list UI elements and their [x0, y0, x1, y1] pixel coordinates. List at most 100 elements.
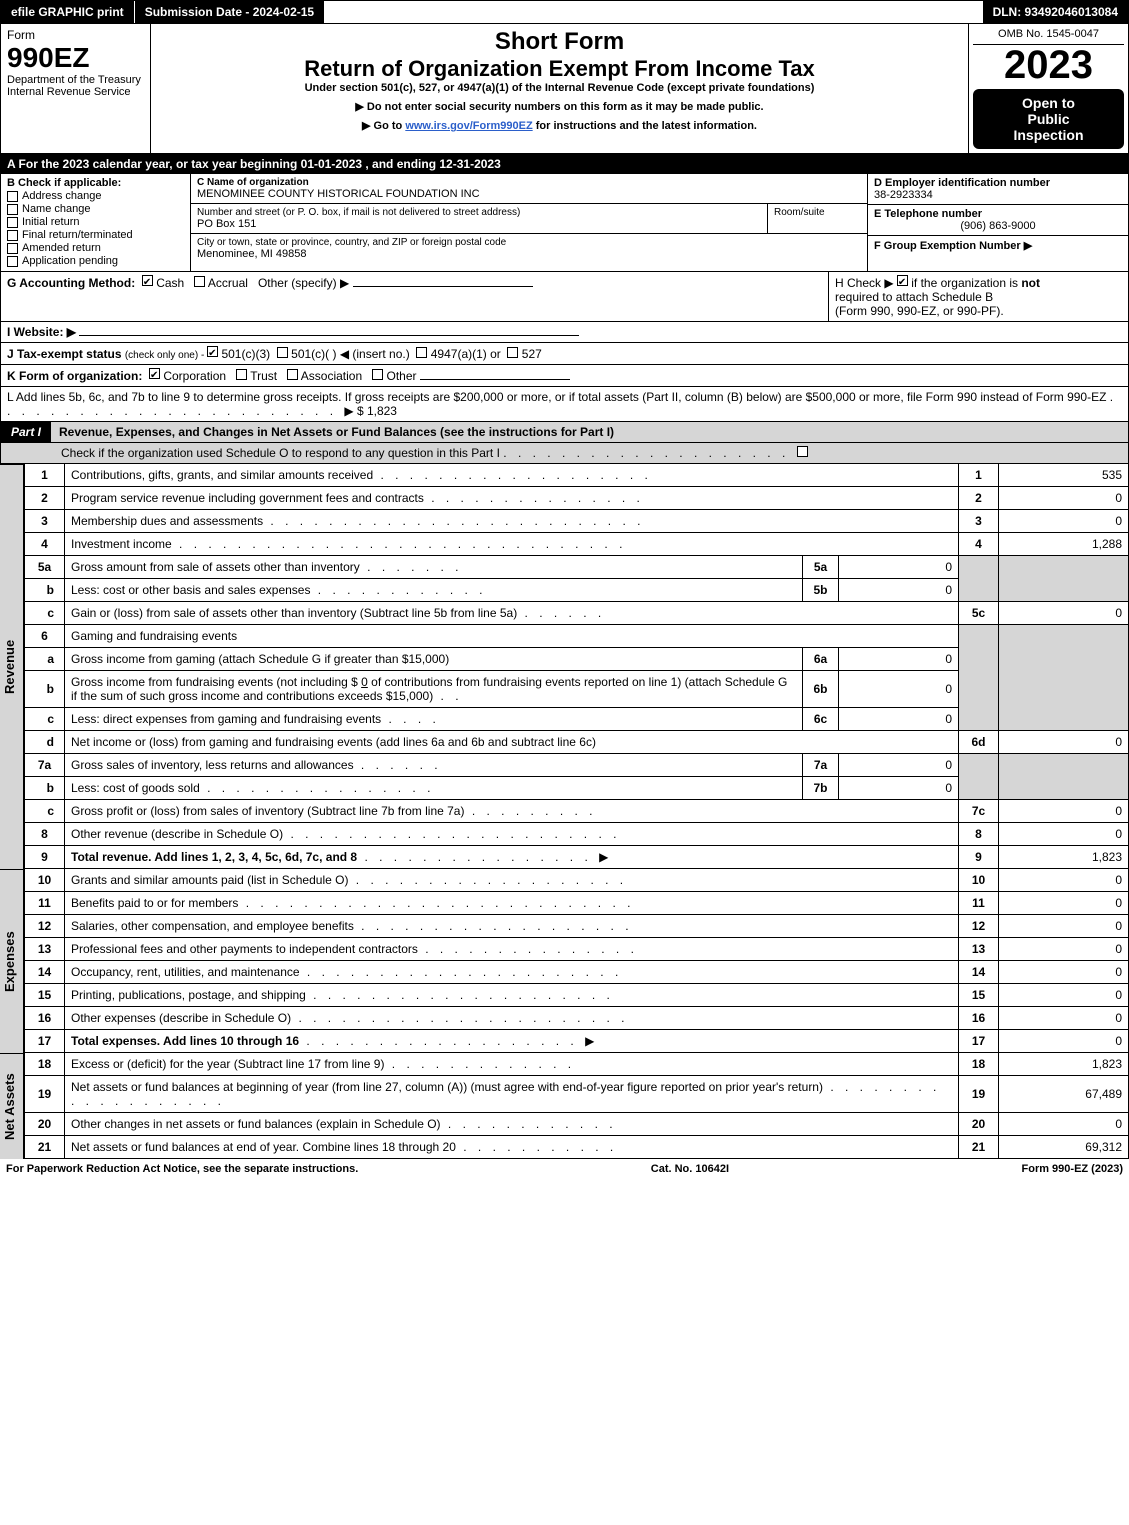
- cb-h[interactable]: [897, 275, 908, 286]
- g-other-input[interactable]: [353, 286, 533, 287]
- line-11: 11 Benefits paid to or for members . . .…: [25, 892, 1129, 915]
- j-o2: 501(c)( ) ◀ (insert no.): [291, 347, 410, 361]
- line-id: 10: [959, 869, 999, 892]
- line-desc: Gross amount from sale of assets other t…: [71, 560, 360, 574]
- footer-right: Form 990-EZ (2023): [1022, 1163, 1123, 1175]
- g-accrual: Accrual: [208, 276, 248, 290]
- cb-amended-return[interactable]: [7, 243, 18, 254]
- form-number: 990EZ: [7, 42, 144, 74]
- part1-title: Revenue, Expenses, and Changes in Net As…: [51, 422, 1128, 442]
- tax-year: 2023: [973, 45, 1124, 85]
- line-num: 2: [25, 487, 65, 510]
- cb-label: Amended return: [22, 242, 101, 254]
- j-o3: 4947(a)(1) or: [431, 347, 501, 361]
- cb-501c[interactable]: [277, 347, 288, 358]
- line-num: 7a: [25, 754, 65, 777]
- sub-id: 7b: [803, 777, 839, 800]
- sub-amt: 0: [839, 777, 959, 800]
- cb-address-change[interactable]: [7, 191, 18, 202]
- c-name-label: C Name of organization: [197, 177, 861, 188]
- line-num: 12: [25, 915, 65, 938]
- cb-trust[interactable]: [236, 369, 247, 380]
- cb-other[interactable]: [372, 369, 383, 380]
- cb-application-pending[interactable]: [7, 256, 18, 267]
- line-9: 9 Total revenue. Add lines 1, 2, 3, 4, 5…: [25, 846, 1129, 869]
- cb-501c3[interactable]: [207, 346, 218, 357]
- cb-corporation[interactable]: [149, 368, 160, 379]
- revenue-section: Revenue 1 Contributions, gifts, grants, …: [0, 464, 1129, 869]
- line-amt: 0: [999, 1007, 1129, 1030]
- submission-date-button[interactable]: Submission Date - 2024-02-15: [135, 1, 325, 23]
- line-amt: 0: [999, 892, 1129, 915]
- line-15: 15 Printing, publications, postage, and …: [25, 984, 1129, 1007]
- line-20: 20 Other changes in net assets or fund b…: [25, 1113, 1129, 1136]
- section-a: A For the 2023 calendar year, or tax yea…: [0, 154, 1129, 174]
- k-other-input[interactable]: [420, 379, 570, 380]
- line-desc: Salaries, other compensation, and employ…: [71, 919, 354, 933]
- open-public-badge: Open to Public Inspection: [973, 89, 1124, 149]
- line-amt: 1,823: [999, 846, 1129, 869]
- note2-pre: ▶ Go to: [362, 120, 405, 132]
- line-num: 4: [25, 533, 65, 556]
- line-id: 19: [959, 1076, 999, 1113]
- line-2: 2 Program service revenue including gove…: [25, 487, 1129, 510]
- line-3: 3 Membership dues and assessments . . . …: [25, 510, 1129, 533]
- line-desc: Less: cost of goods sold: [71, 781, 200, 795]
- k-o3: Association: [301, 369, 362, 383]
- line-19: 19 Net assets or fund balances at beginn…: [25, 1076, 1129, 1113]
- cb-label: Application pending: [22, 255, 118, 267]
- line-id: 16: [959, 1007, 999, 1030]
- line-desc: Professional fees and other payments to …: [71, 942, 418, 956]
- expenses-section: Expenses 10 Grants and similar amounts p…: [0, 869, 1129, 1053]
- open-line3: Inspection: [977, 127, 1120, 143]
- line-6b-val: 0: [361, 675, 368, 689]
- line-desc: Contributions, gifts, grants, and simila…: [71, 468, 373, 482]
- cb-cash[interactable]: [142, 275, 153, 286]
- l-text: L Add lines 5b, 6c, and 7b to line 9 to …: [7, 390, 1106, 404]
- form-word: Form: [7, 28, 144, 42]
- cb-name-change[interactable]: [7, 204, 18, 215]
- line-id: 11: [959, 892, 999, 915]
- line-desc: Gross profit or (loss) from sales of inv…: [71, 804, 464, 818]
- netassets-section: Net Assets 18 Excess or (deficit) for th…: [0, 1053, 1129, 1159]
- expenses-table: 10 Grants and similar amounts paid (list…: [24, 869, 1129, 1053]
- cb-association[interactable]: [287, 369, 298, 380]
- sub-amt: 0: [839, 708, 959, 731]
- line-id: 18: [959, 1053, 999, 1076]
- revenue-table: 1 Contributions, gifts, grants, and simi…: [24, 464, 1129, 869]
- cb-527[interactable]: [507, 347, 518, 358]
- line-amt: 0: [999, 602, 1129, 625]
- line-id: 5c: [959, 602, 999, 625]
- cb-accrual[interactable]: [194, 276, 205, 287]
- cb-initial-return[interactable]: [7, 217, 18, 228]
- line-18: 18 Excess or (deficit) for the year (Sub…: [25, 1053, 1129, 1076]
- h-post: if the organization is: [911, 276, 1021, 290]
- line-id: 17: [959, 1030, 999, 1053]
- addr-value: PO Box 151: [197, 218, 761, 230]
- line-num: 21: [25, 1136, 65, 1159]
- cb-4947[interactable]: [416, 347, 427, 358]
- h-pre: H Check ▶: [835, 276, 897, 290]
- i-label: I Website: ▶: [7, 325, 76, 339]
- line-num: 13: [25, 938, 65, 961]
- grey-cell: [959, 754, 999, 800]
- cb-schedule-o[interactable]: [797, 446, 808, 457]
- city-value: Menominee, MI 49858: [197, 248, 861, 260]
- line-id: 14: [959, 961, 999, 984]
- irs-link[interactable]: www.irs.gov/Form990EZ: [405, 120, 532, 132]
- line-6d: d Net income or (loss) from gaming and f…: [25, 731, 1129, 754]
- k-o1: Corporation: [163, 369, 226, 383]
- sub-amt: 0: [839, 754, 959, 777]
- k-label: K Form of organization:: [7, 369, 142, 383]
- line-amt: 1,288: [999, 533, 1129, 556]
- cb-label: Initial return: [22, 216, 79, 228]
- efile-print-button[interactable]: efile GRAPHIC print: [1, 1, 135, 23]
- dept-label: Department of the Treasury: [7, 74, 144, 86]
- website-input[interactable]: [79, 335, 579, 336]
- cb-label: Name change: [22, 203, 91, 215]
- cb-final-return[interactable]: [7, 230, 18, 241]
- box-c: C Name of organization MENOMINEE COUNTY …: [191, 174, 868, 271]
- note-ssn: ▶ Do not enter social security numbers o…: [157, 100, 962, 113]
- line-num: 9: [25, 846, 65, 869]
- line-desc: Less: direct expenses from gaming and fu…: [71, 712, 381, 726]
